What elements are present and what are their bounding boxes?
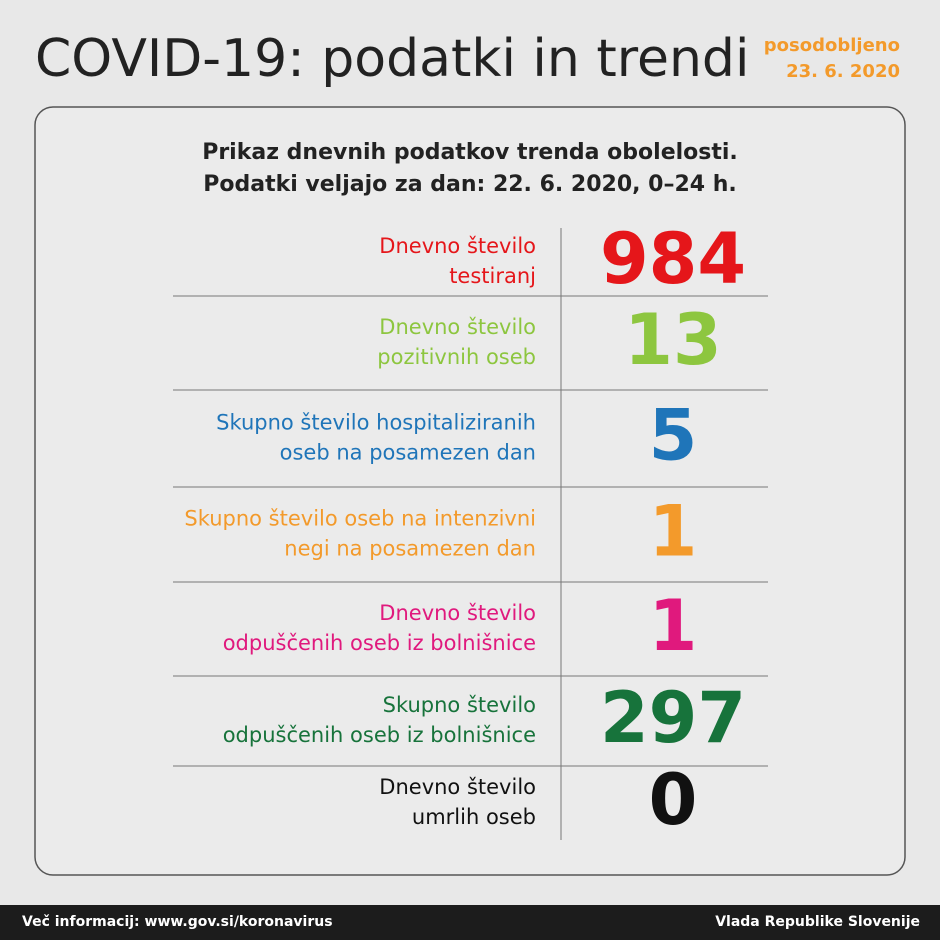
- row-label: Skupno število: [383, 693, 536, 717]
- row-label: Dnevno število: [379, 315, 536, 339]
- updated-date: 23. 6. 2020: [786, 61, 900, 82]
- title: COVID-19: podatki in trendi: [35, 29, 749, 89]
- row-label: Dnevno število: [379, 601, 536, 625]
- row-label: testiranj: [449, 264, 536, 288]
- row-label: umrlih oseb: [412, 805, 536, 829]
- row-value: 297: [600, 677, 746, 759]
- row-value: 1: [649, 491, 698, 573]
- subtitle: Podatki veljajo za dan: 22. 6. 2020, 0–2…: [203, 172, 737, 197]
- footer-credit: Vlada Republike Slovenije: [715, 914, 920, 930]
- row-label: negi na posamezen dan: [284, 537, 536, 561]
- updated-label: posodobljeno: [764, 35, 900, 56]
- row-label: oseb na posamezen dan: [280, 441, 536, 465]
- row-label: Skupno število oseb na intenzivni: [184, 507, 536, 531]
- row-value: 1: [649, 585, 698, 667]
- row-label: odpuščenih oseb iz bolnišnice: [223, 631, 536, 655]
- row-label: odpuščenih oseb iz bolnišnice: [223, 723, 536, 747]
- footer-bar: [0, 905, 940, 940]
- row-value: 13: [624, 299, 721, 381]
- row-label: Dnevno število: [379, 775, 536, 799]
- subtitle: Prikaz dnevnih podatkov trenda obolelost…: [202, 140, 738, 165]
- row-label: pozitivnih oseb: [377, 345, 536, 369]
- row-label: Dnevno število: [379, 234, 536, 258]
- row-value: 5: [649, 395, 698, 477]
- row-label: Skupno število hospitaliziranih: [216, 411, 536, 435]
- footer-link: Več informacij: www.gov.si/koronavirus: [22, 914, 333, 930]
- row-value: 0: [649, 759, 698, 841]
- card: [34, 106, 906, 876]
- row-value: 984: [600, 218, 746, 300]
